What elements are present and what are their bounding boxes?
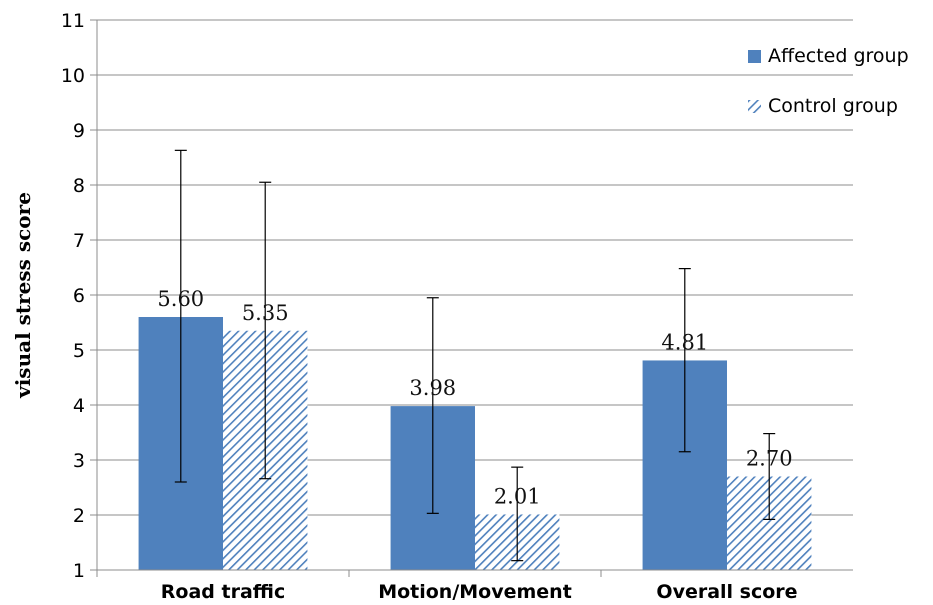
legend-swatch bbox=[748, 100, 761, 113]
axes bbox=[96, 20, 853, 577]
data-label: 4.81 bbox=[661, 330, 708, 354]
legend-label: Control group bbox=[768, 95, 898, 117]
y-tick-label: 11 bbox=[61, 10, 85, 32]
bars bbox=[138, 317, 812, 570]
x-category-label: Overall score bbox=[656, 581, 797, 603]
legend-swatch bbox=[748, 50, 761, 63]
y-tick-label: 8 bbox=[73, 175, 85, 197]
y-axis-title: visual stress score bbox=[11, 192, 35, 399]
y-axis-tick-labels: 1 2 3 4 5 6 7 8 9 10 11 bbox=[61, 10, 85, 582]
y-tick-label: 6 bbox=[73, 285, 85, 307]
y-tick-label: 10 bbox=[61, 65, 85, 87]
x-category-label: Motion/Movement bbox=[378, 581, 572, 603]
data-label: 2.70 bbox=[746, 447, 793, 471]
data-label: 5.35 bbox=[242, 301, 289, 325]
y-tick-label: 9 bbox=[73, 120, 85, 142]
y-tick-label: 4 bbox=[73, 395, 85, 417]
error-bars bbox=[174, 149, 776, 562]
data-label: 5.60 bbox=[157, 287, 204, 311]
data-label: 3.98 bbox=[409, 376, 456, 400]
y-tick-label: 2 bbox=[73, 505, 85, 527]
y-tick-label: 7 bbox=[73, 230, 85, 252]
x-category-label: Road traffic bbox=[161, 581, 285, 603]
y-tick-label: 1 bbox=[73, 560, 85, 582]
x-axis-category-labels: Road traffic Motion/Movement Overall score bbox=[161, 581, 798, 603]
legend-label: Affected group bbox=[768, 45, 909, 67]
y-tick-label: 3 bbox=[73, 450, 85, 472]
data-label: 2.01 bbox=[494, 484, 541, 508]
y-tick-label: 5 bbox=[73, 340, 85, 362]
data-labels: 5.60 5.35 3.98 2.01 4.81 2.70 bbox=[157, 287, 792, 508]
legend: Affected group Control group bbox=[748, 45, 909, 117]
